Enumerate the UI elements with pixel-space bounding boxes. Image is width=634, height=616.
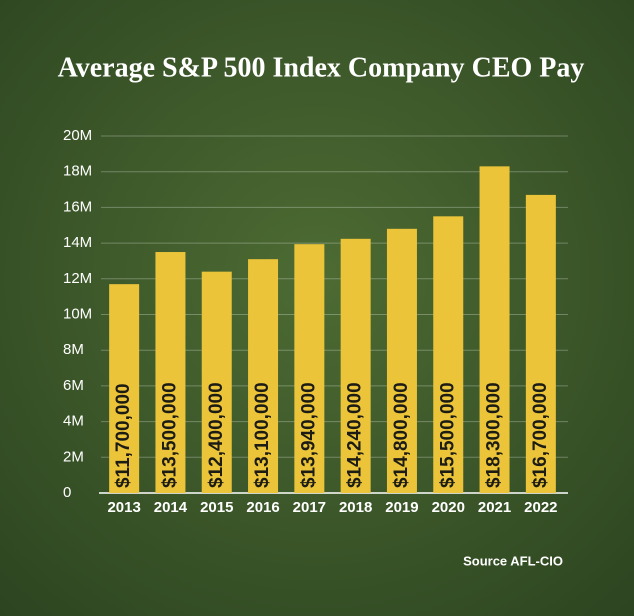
y-tick-label: 8M	[63, 341, 84, 358]
x-tick-label: 2021	[478, 499, 511, 516]
y-tick-label: 6M	[63, 377, 84, 394]
bar	[201, 271, 232, 493]
x-tick-label: 2014	[154, 499, 188, 516]
x-tick-label: 2022	[524, 499, 557, 516]
bar	[109, 284, 140, 493]
value-label: $18,300,000	[484, 382, 505, 488]
x-tick-label: 2015	[200, 499, 233, 516]
x-tick-label: 2016	[246, 499, 279, 516]
value-label: $16,700,000	[530, 382, 551, 488]
value-label: $11,700,000	[113, 383, 134, 488]
y-tick-label: 4M	[63, 413, 84, 430]
value-label: $12,400,000	[206, 382, 227, 488]
value-label: $15,500,000	[437, 382, 458, 488]
x-tick-label: 2018	[339, 499, 372, 516]
y-tick-label: 2M	[63, 448, 84, 465]
bar	[525, 194, 556, 493]
chart-title: Average S&P 500 Index Company CEO Pay	[58, 52, 585, 83]
x-tick-label: 2013	[107, 499, 140, 516]
y-tick-label: 12M	[63, 270, 92, 287]
bar	[340, 238, 371, 493]
value-label: $13,940,000	[298, 382, 319, 488]
bar	[386, 228, 417, 493]
value-label: $14,800,000	[391, 382, 412, 488]
source-note: Source AFL-CIO	[463, 553, 563, 568]
bar	[155, 252, 186, 493]
y-tick-label: 18M	[63, 163, 92, 180]
bar	[248, 259, 279, 493]
y-tick-label: 0	[63, 484, 71, 501]
x-tick-label: 2017	[293, 499, 326, 516]
value-label: $13,500,000	[159, 382, 180, 488]
x-tick-label: 2019	[385, 499, 418, 516]
y-tick-label: 14M	[63, 234, 92, 251]
y-tick-label: 20M	[63, 127, 92, 144]
y-tick-label: 16M	[63, 198, 92, 215]
y-tick-label: 10M	[63, 305, 92, 322]
bar	[433, 216, 464, 493]
bar	[294, 244, 325, 493]
bar	[479, 166, 510, 493]
value-label: $13,100,000	[252, 382, 273, 488]
value-label: $14,240,000	[345, 382, 366, 488]
x-tick-label: 2020	[432, 499, 465, 516]
